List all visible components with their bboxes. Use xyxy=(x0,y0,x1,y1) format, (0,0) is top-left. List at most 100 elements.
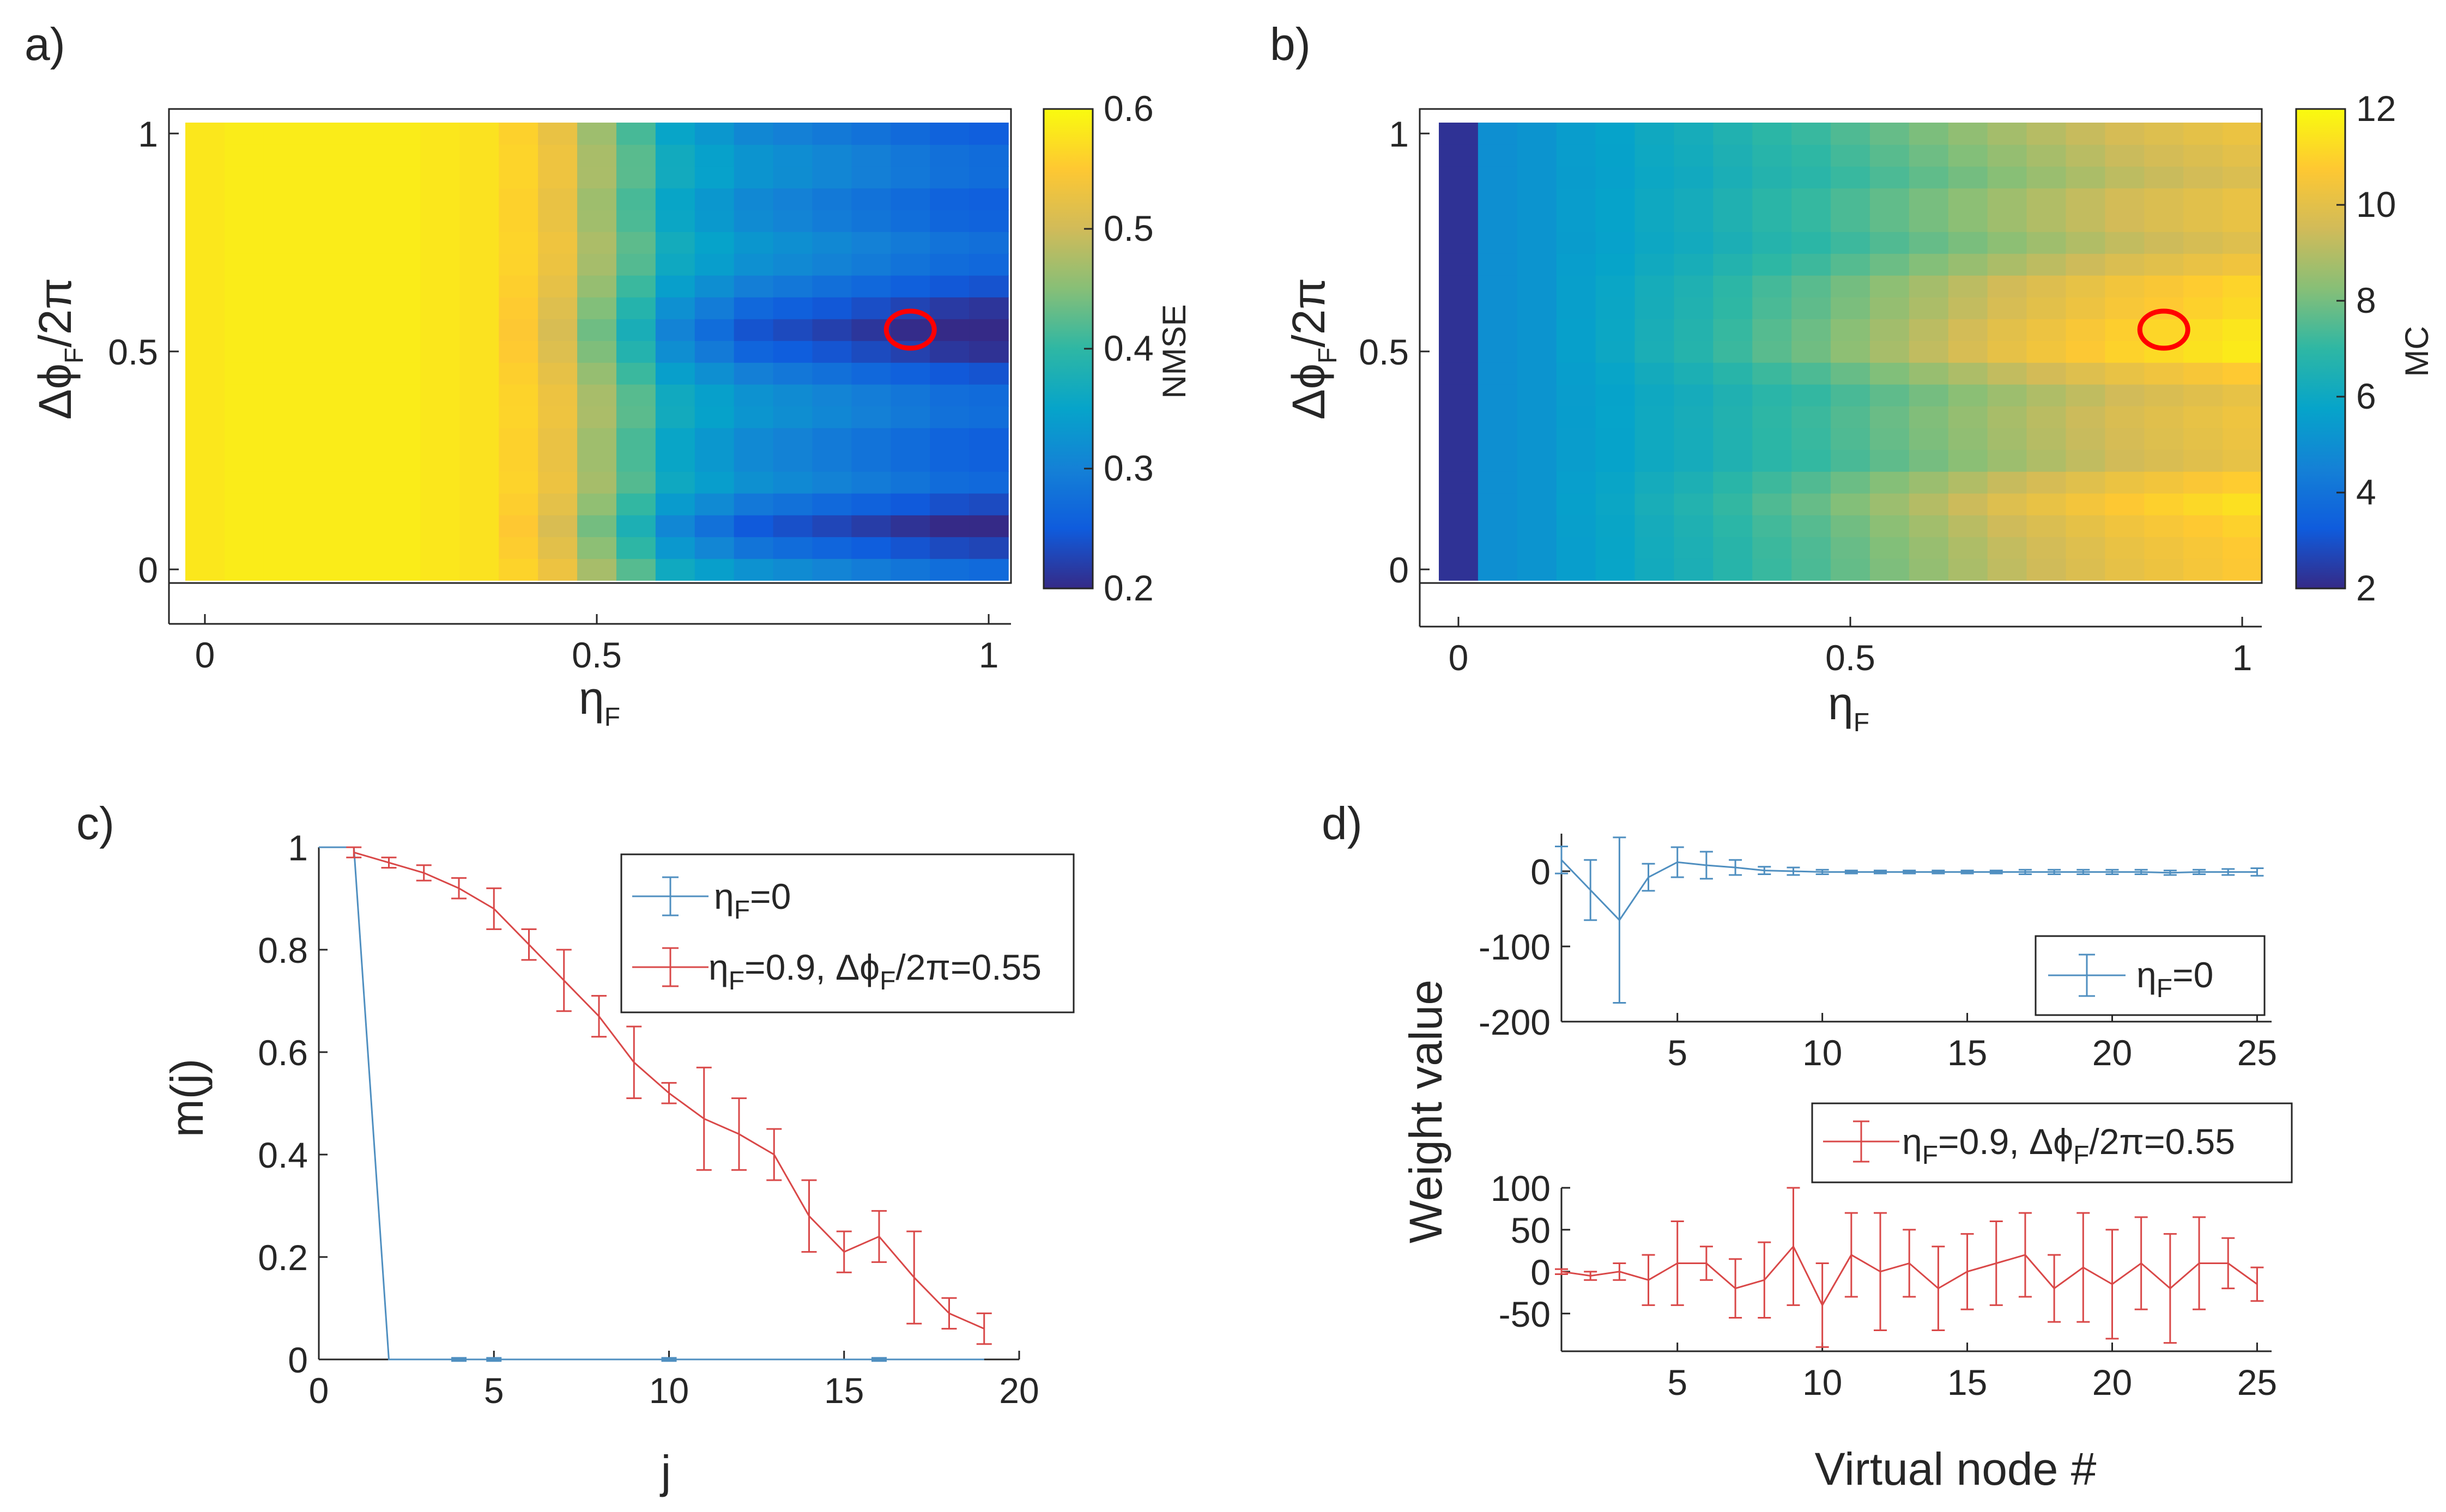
heatmap-cell xyxy=(2026,537,2067,559)
heatmap-cell xyxy=(499,341,538,363)
heatmap-cell xyxy=(734,253,774,276)
heatmap-cell xyxy=(616,450,656,472)
heatmap-cell xyxy=(1634,341,1675,363)
heatmap-cell xyxy=(2144,384,2184,406)
y-tick-label: 100 xyxy=(1491,1168,1551,1209)
heatmap-cell xyxy=(302,493,343,515)
heatmap-cell xyxy=(538,493,578,515)
y-tick-label: 0 xyxy=(1530,1252,1551,1292)
heatmap-cell xyxy=(1948,341,1988,363)
heatmap-cell xyxy=(1595,406,1636,428)
heatmap-cell xyxy=(694,384,735,406)
heatmap-cell xyxy=(577,253,617,276)
heatmap-cell xyxy=(1909,123,1949,145)
heatmap-cell xyxy=(459,188,500,210)
heatmap-cell xyxy=(2026,275,2067,297)
heatmap-cell xyxy=(1478,253,1518,276)
heatmap-cell xyxy=(1595,144,1636,167)
heatmap-cell xyxy=(812,297,852,319)
heatmap-cell xyxy=(851,515,892,537)
panel-c-series xyxy=(319,846,992,1362)
heatmap-cell xyxy=(694,406,735,428)
heatmap-cell xyxy=(420,210,461,232)
heatmap-cell xyxy=(655,384,695,406)
heatmap-cell xyxy=(1713,144,1753,167)
x-tick-label: 1 xyxy=(979,635,999,675)
colorbar-tick-label: 0.4 xyxy=(1104,328,1154,368)
heatmap-cell xyxy=(1517,384,1557,406)
heatmap-cell xyxy=(851,144,892,167)
heatmap-cell xyxy=(655,275,695,297)
heatmap-cell xyxy=(577,319,617,341)
heatmap-cell xyxy=(812,210,852,232)
heatmap-cell xyxy=(302,319,343,341)
x-tick-label: 0.5 xyxy=(1825,637,1875,678)
heatmap-cell xyxy=(1869,275,1910,297)
heatmap-cell xyxy=(1987,319,2027,341)
heatmap-cell xyxy=(459,297,500,319)
heatmap-cell xyxy=(499,210,538,232)
heatmap-cell xyxy=(773,450,813,472)
heatmap-cell xyxy=(2105,428,2145,450)
heatmap-cell xyxy=(2066,471,2106,494)
heatmap-cell xyxy=(1791,493,1831,515)
heatmap-cell xyxy=(1987,253,2027,276)
heatmap-cell xyxy=(263,232,304,254)
heatmap-cell xyxy=(851,341,892,363)
heatmap-cell xyxy=(616,166,656,189)
heatmap-cell xyxy=(2183,471,2223,494)
heatmap-cell xyxy=(694,493,735,515)
heatmap-cell xyxy=(1478,450,1518,472)
heatmap-cell xyxy=(2183,275,2223,297)
heatmap-cell xyxy=(2223,123,2262,145)
heatmap-cell xyxy=(185,232,225,254)
heatmap-cell xyxy=(577,232,617,254)
heatmap-cell xyxy=(1869,362,1910,385)
heatmap-cell xyxy=(459,493,500,515)
heatmap-cell xyxy=(734,275,774,297)
heatmap-cell xyxy=(577,341,617,363)
heatmap-cell xyxy=(577,471,617,494)
heatmap-cell xyxy=(2144,450,2184,472)
heatmap-cell xyxy=(812,253,852,276)
heatmap-cell xyxy=(2183,493,2223,515)
heatmap-cell xyxy=(2144,275,2184,297)
heatmap-cell xyxy=(577,123,617,145)
heatmap-cell xyxy=(969,297,1009,319)
heatmap-cell xyxy=(302,471,343,494)
heatmap-cell xyxy=(930,144,970,167)
heatmap-cell xyxy=(734,341,774,363)
heatmap-cell xyxy=(1909,471,1949,494)
heatmap-cell xyxy=(538,558,578,581)
y-tick-label: 1 xyxy=(288,828,308,868)
heatmap-cell xyxy=(1439,253,1479,276)
heatmap-cell xyxy=(459,319,500,341)
heatmap-cell xyxy=(1948,493,1988,515)
heatmap-cell xyxy=(577,537,617,559)
heatmap-cell xyxy=(655,232,695,254)
heatmap-cell xyxy=(616,428,656,450)
heatmap-cell xyxy=(263,297,304,319)
heatmap-cell xyxy=(302,384,343,406)
x-tick-label: 20 xyxy=(2092,1362,2132,1402)
heatmap-cell xyxy=(1791,537,1831,559)
heatmap-cell xyxy=(381,428,421,450)
colorbar-b xyxy=(2295,108,2346,590)
heatmap-cell xyxy=(420,558,461,581)
heatmap-cell xyxy=(263,558,304,581)
heatmap-cell xyxy=(1439,384,1479,406)
heatmap-cell xyxy=(1595,232,1636,254)
heatmap-cell xyxy=(2183,537,2223,559)
heatmap-cell xyxy=(930,428,970,450)
heatmap-cell xyxy=(1674,493,1714,515)
heatmap-cell xyxy=(1948,232,1988,254)
heatmap-cell xyxy=(1517,515,1557,537)
colorbar-tick-label: 0.2 xyxy=(1104,568,1154,608)
heatmap-cell xyxy=(1674,515,1714,537)
heatmap-cell xyxy=(185,428,225,450)
heatmap-cell xyxy=(1713,471,1753,494)
heatmap-cell xyxy=(224,341,264,363)
heatmap-cell xyxy=(812,558,852,581)
